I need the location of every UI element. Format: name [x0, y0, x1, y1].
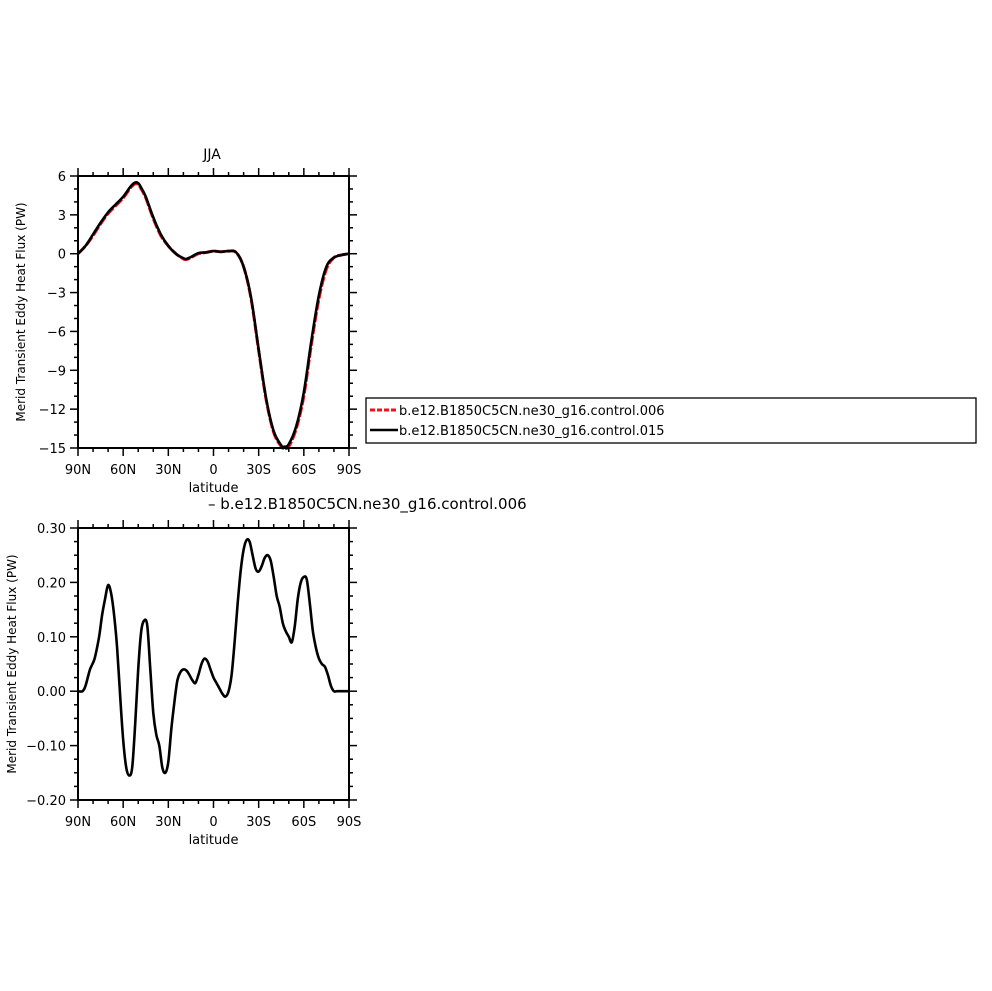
- y-tick-label: 0: [58, 248, 66, 263]
- x-tick-label: 90N: [65, 463, 91, 478]
- series-line-006: [76, 182, 350, 451]
- x-tick-label: 60S: [291, 815, 316, 830]
- x-tick-label: 60N: [110, 463, 136, 478]
- y-tick-label: 0.20: [37, 576, 66, 591]
- x-tick-label: 30N: [155, 815, 181, 830]
- legend: b.e12.B1850C5CN.ne30_g16.control.006 b.e1…: [365, 397, 977, 444]
- y-axis-label: Merid Transient Eddy Heat Flux (PW): [14, 202, 28, 421]
- x-tick-label: 60S: [291, 463, 316, 478]
- y-tick-label: −6: [47, 325, 66, 340]
- top-chart-title: JJA: [202, 147, 221, 163]
- x-tick-label: 60N: [110, 815, 136, 830]
- y-tick-label: −0.20: [26, 794, 66, 809]
- y-tick-label: 3: [58, 209, 66, 224]
- x-tick-label: 30S: [246, 463, 271, 478]
- y-tick-label: 0.00: [37, 685, 66, 700]
- top-chart: 90N 60N 30N 0 30S 60S 90S latitude 6 3 0 −3 −6 −9 −12 −…: [14, 168, 361, 496]
- x-tick-label: 90S: [337, 463, 362, 478]
- series-line-1-0: [77, 537, 349, 777]
- y-tick-label: −3: [47, 287, 66, 302]
- x-axis-label: latitude: [189, 481, 239, 496]
- bottom-chart: 90N 60N 30N 0 30S 60S 90S latitude 0.30 0.20 0.10 0…: [5, 520, 361, 848]
- x-tick-label: 90N: [65, 815, 91, 830]
- x-axis-label: latitude: [189, 833, 239, 848]
- legend-entry-label: b.e12.B1850C5CN.ne30_g16.control.006: [399, 404, 665, 419]
- x-tick-label: 0: [209, 815, 217, 830]
- y-tick-label: −0.10: [26, 740, 66, 755]
- legend-box: [365, 397, 977, 444]
- legend-entry-label: b.e12.B1850C5CN.ne30_g16.control.015: [399, 424, 665, 439]
- x-tick-label: 90S: [337, 815, 362, 830]
- y-tick-label: 0.30: [37, 522, 66, 537]
- x-tick-label: 30S: [246, 815, 271, 830]
- difference-chart-title: – b.e12.B1850C5CN.ne30_g16.control.006: [208, 495, 527, 514]
- y-tick-label: 0.10: [37, 631, 66, 646]
- x-tick-label: 0: [209, 463, 217, 478]
- y-tick-label: −15: [39, 442, 66, 457]
- plot-frame: [77, 175, 350, 449]
- y-tick-label: 6: [58, 170, 66, 185]
- y-tick-label: −9: [47, 364, 66, 379]
- x-tick-label: 30N: [155, 463, 181, 478]
- y-axis-label: Merid Transient Eddy Heat Flux (PW): [5, 554, 19, 773]
- series-line-015: [77, 180, 350, 449]
- y-tick-label: −12: [39, 403, 66, 418]
